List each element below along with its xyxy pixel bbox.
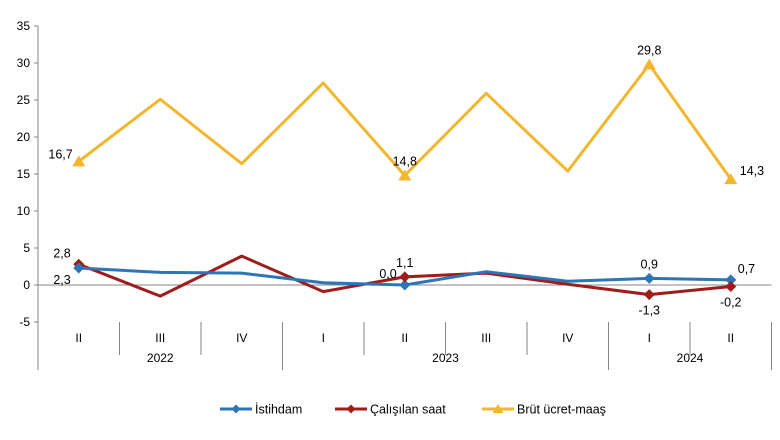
legend: İstihdam Çalışılan saat Brüt ücret-maaş bbox=[220, 403, 606, 417]
data-label: 0,7 bbox=[738, 262, 755, 276]
data-label: 14,3 bbox=[740, 164, 764, 178]
y-tick-label: -5 bbox=[19, 315, 30, 329]
x-tick-label-quarter: II bbox=[75, 331, 82, 345]
data-label: 16,7 bbox=[48, 147, 72, 161]
y-tick-label: 30 bbox=[17, 56, 31, 70]
x-tick-label-year: 2022 bbox=[147, 351, 174, 365]
legend-marker-triangle bbox=[492, 404, 504, 413]
y-tick-label: 20 bbox=[17, 130, 31, 144]
x-tick-label-quarter: I bbox=[648, 331, 651, 345]
y-tick-label: 5 bbox=[23, 241, 30, 255]
data-point-triangle bbox=[72, 155, 86, 167]
y-tick-label: 0 bbox=[23, 278, 30, 292]
data-label: 14,8 bbox=[393, 154, 417, 168]
data-label: 0,0 bbox=[379, 267, 396, 281]
data-point-triangle bbox=[724, 173, 738, 185]
data-label: 29,8 bbox=[637, 43, 661, 57]
data-point-triangle bbox=[398, 169, 412, 181]
x-tick-label-quarter: III bbox=[155, 331, 165, 345]
legend-label: Çalışılan saat bbox=[370, 403, 446, 417]
data-label: 0,9 bbox=[641, 257, 658, 271]
data-point-diamond bbox=[399, 271, 411, 283]
data-point-diamond bbox=[643, 272, 655, 284]
data-labels: 16,7 14,8 29,8 14,3 2,8 2,3 0,01,1 0,9 -1,3 0,7 -0… bbox=[48, 43, 764, 317]
y-tick-label: 10 bbox=[17, 204, 31, 218]
y-tick-label: 15 bbox=[17, 167, 31, 181]
data-point-triangle bbox=[642, 58, 656, 70]
legend-label: İstihdam bbox=[255, 403, 302, 417]
y-tick-label: 25 bbox=[17, 93, 31, 107]
x-tick-label-quarter: II bbox=[727, 331, 734, 345]
legend-marker-diamond bbox=[231, 404, 241, 414]
data-point-diamond bbox=[725, 280, 737, 292]
data-point-diamond bbox=[643, 289, 655, 301]
data-label: 1,1 bbox=[396, 256, 413, 270]
data-point-diamond bbox=[399, 279, 411, 291]
legend-marker-diamond bbox=[346, 404, 356, 414]
legend-label: Brüt ücret-maaş bbox=[517, 403, 606, 417]
data-point-diamond bbox=[73, 262, 85, 274]
data-label: 2,3 bbox=[53, 273, 70, 287]
x-tick-label-quarter: II bbox=[401, 331, 408, 345]
x-tick-label-year: 2023 bbox=[432, 351, 459, 365]
x-tick-label-quarter: IV bbox=[236, 331, 247, 345]
y-tick-label: 35 bbox=[17, 19, 31, 33]
data-label: -1,3 bbox=[638, 304, 660, 318]
x-tick-label-quarter: III bbox=[481, 331, 491, 345]
data-label: -0,2 bbox=[720, 295, 742, 309]
x-tick-label-quarter: IV bbox=[562, 331, 573, 345]
x-tick-label-quarter: I bbox=[322, 331, 325, 345]
x-tick-label-year: 2024 bbox=[677, 351, 704, 365]
data-point-diamond bbox=[725, 274, 737, 286]
data-label: 2,8 bbox=[53, 246, 70, 260]
series-markers bbox=[72, 58, 738, 301]
